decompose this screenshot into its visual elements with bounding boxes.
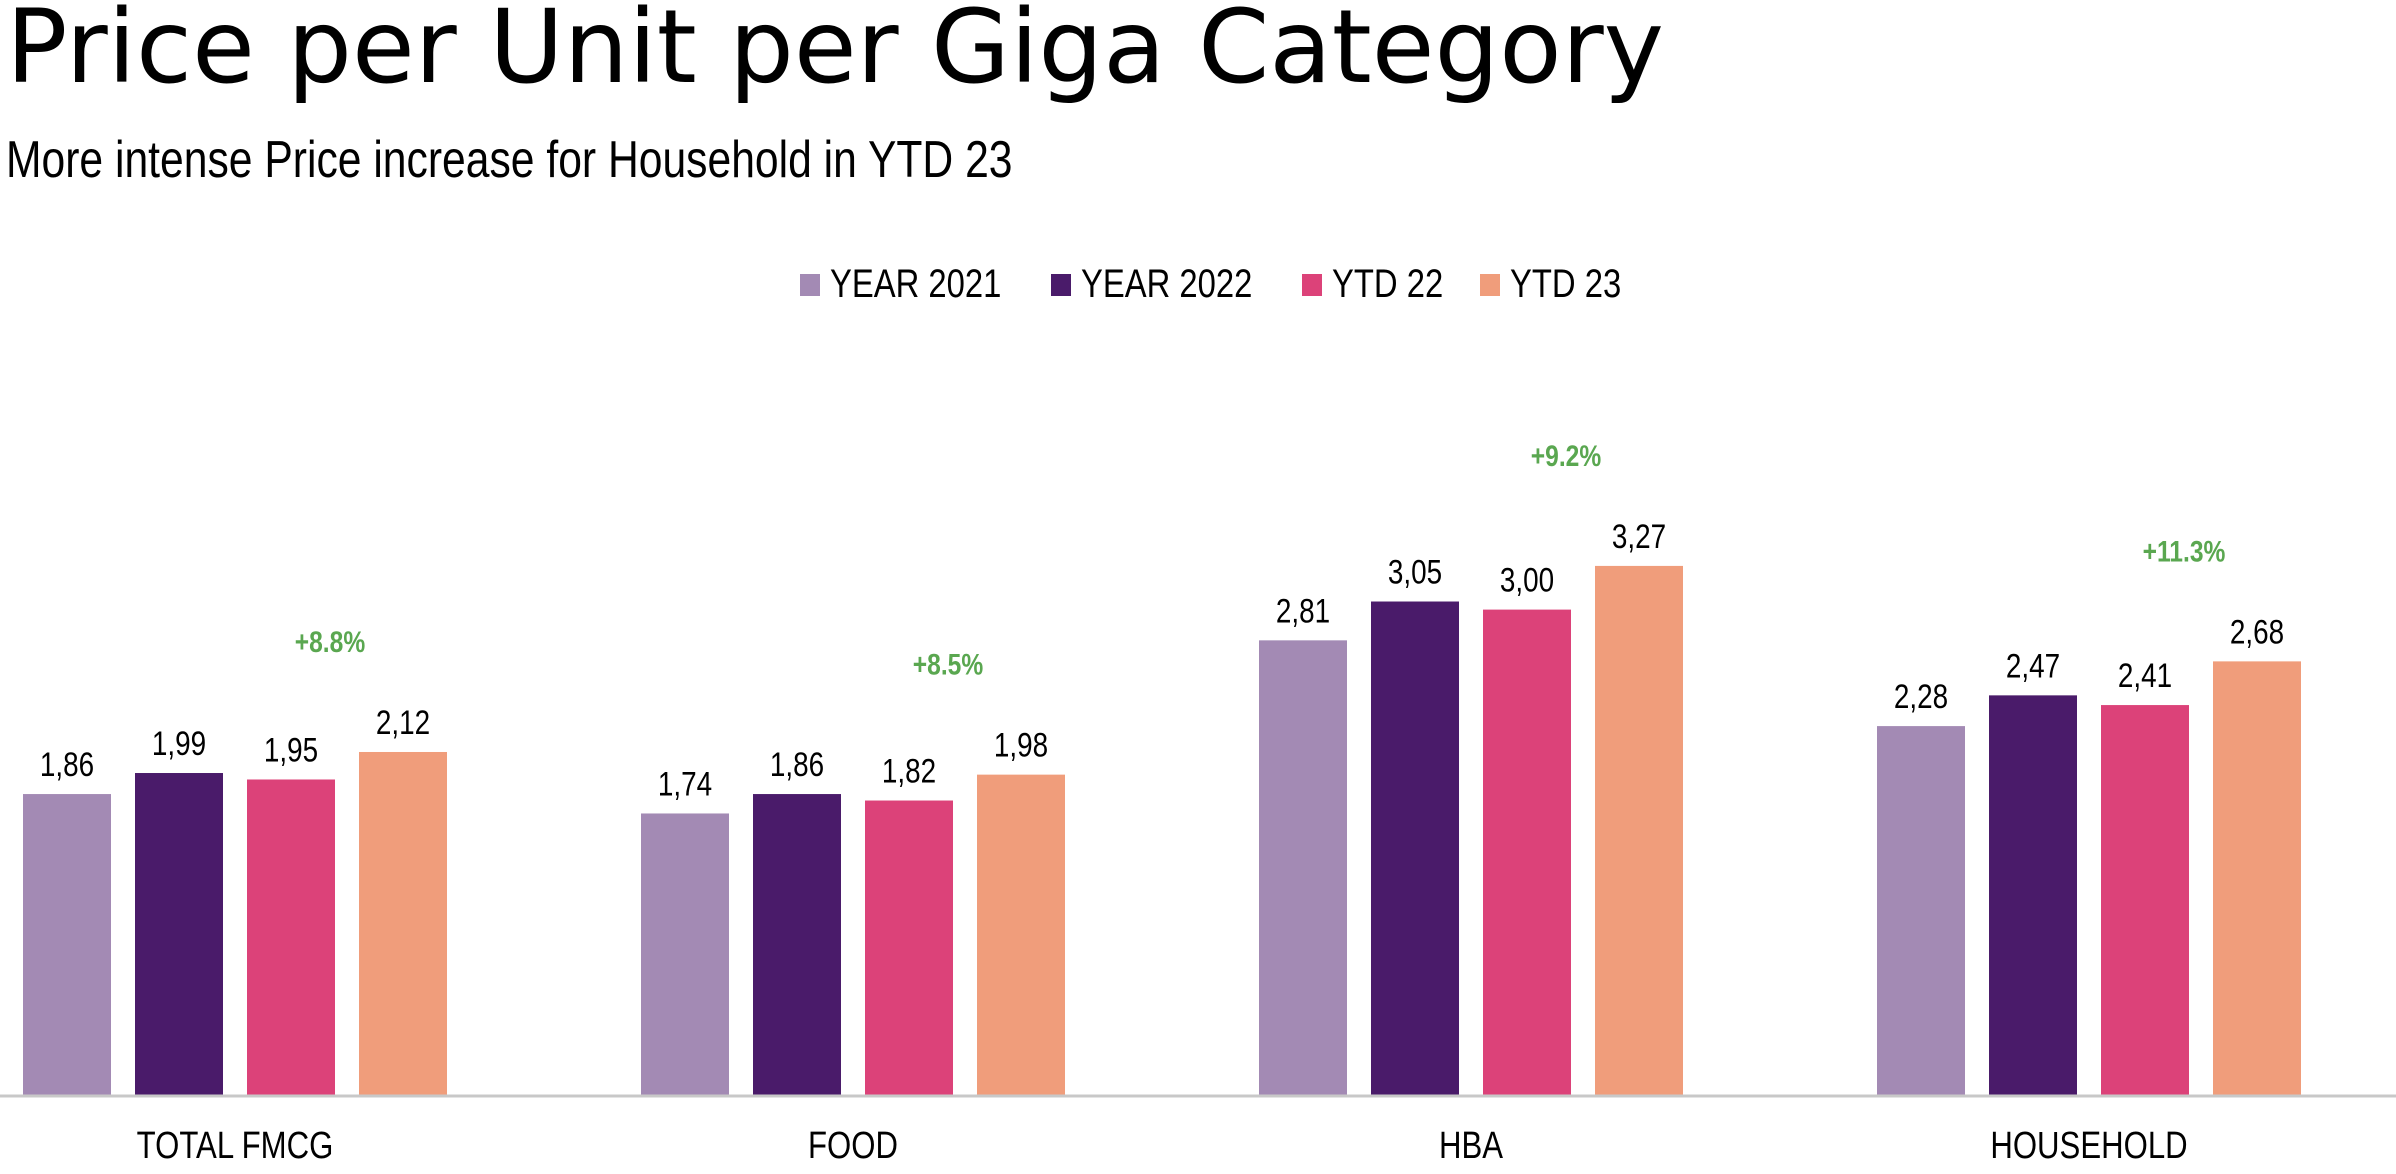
data-label: 2,28 — [1894, 677, 1948, 715]
bar-year-2021 — [23, 794, 111, 1095]
data-label: 1,95 — [264, 731, 318, 769]
bar-year-2021 — [1877, 726, 1965, 1095]
growth-annotation: +11.3% — [2143, 534, 2226, 568]
bar-year-2022 — [1371, 601, 1459, 1095]
chart-legend: YEAR 2021 YEAR 2022 YTD 22 YTD 23 — [0, 262, 2396, 307]
bar-ytd-22 — [1483, 609, 1571, 1095]
legend-swatch — [1302, 273, 1323, 296]
growth-annotation: +8.5% — [913, 647, 983, 681]
category-label: TOTAL FMCG — [137, 1125, 334, 1167]
data-label: 3,05 — [1388, 553, 1442, 591]
legend-item-year-2021: YEAR 2021 — [800, 262, 1009, 307]
data-label: 2,68 — [2230, 613, 2284, 651]
bar-year-2022 — [1989, 695, 2077, 1095]
page-title: Price per Unit per Giga Category — [6, 0, 1664, 107]
bar-ytd-23 — [359, 751, 447, 1095]
data-label: 2,41 — [2118, 656, 2172, 694]
bar-year-2022 — [135, 773, 223, 1095]
bar-year-2022 — [753, 794, 841, 1095]
category-label: HBA — [1439, 1125, 1504, 1167]
data-label: 1,99 — [152, 724, 206, 762]
data-label: 1,98 — [994, 726, 1048, 764]
bar-ytd-23 — [1595, 565, 1683, 1095]
legend-item-ytd-22: YTD 22 — [1302, 262, 1444, 307]
data-label: 2,81 — [1276, 592, 1330, 630]
data-label: 1,82 — [882, 752, 936, 790]
legend-item-year-2022: YEAR 2022 — [1051, 262, 1260, 307]
data-label: 3,27 — [1612, 517, 1666, 555]
growth-annotation: +8.8% — [295, 625, 365, 659]
data-label: 2,47 — [2006, 647, 2060, 685]
legend-label: YTD 23 — [1510, 262, 1622, 306]
legend-swatch — [1480, 273, 1501, 296]
legend-label: YEAR 2022 — [1081, 262, 1253, 306]
bar-year-2021 — [1259, 640, 1347, 1095]
page-subtitle: More intense Price increase for Househol… — [6, 131, 1013, 189]
bar-ytd-22 — [865, 800, 953, 1095]
growth-annotation: +9.2% — [1531, 439, 1601, 473]
bar-ytd-23 — [977, 774, 1065, 1095]
data-label: 2,12 — [376, 703, 430, 741]
bar-ytd-22 — [2101, 705, 2189, 1095]
data-label: 1,74 — [658, 765, 712, 803]
data-label: 1,86 — [40, 745, 94, 783]
category-label: HOUSEHOLD — [1990, 1125, 2187, 1167]
legend-swatch — [1051, 273, 1072, 296]
legend-label: YEAR 2021 — [830, 262, 1002, 306]
category-label: FOOD — [808, 1125, 898, 1167]
bar-ytd-22 — [247, 779, 335, 1095]
legend-label: YTD 22 — [1332, 262, 1444, 306]
bar-year-2021 — [641, 813, 729, 1095]
data-label: 3,00 — [1500, 561, 1554, 599]
legend-swatch — [800, 273, 821, 296]
bar-ytd-23 — [2213, 661, 2301, 1095]
data-label: 1,86 — [770, 745, 824, 783]
legend-item-ytd-23: YTD 23 — [1480, 262, 1621, 307]
